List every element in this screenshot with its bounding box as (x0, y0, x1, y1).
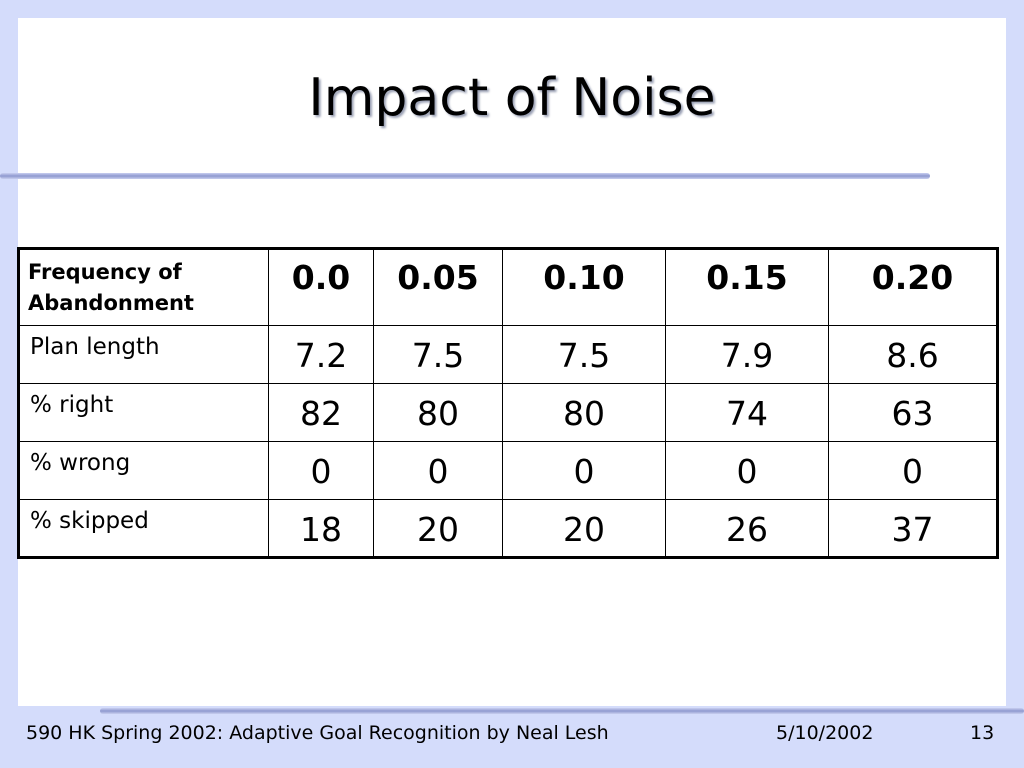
table-cell: 74 (665, 383, 829, 442)
table-row: % wrong 0 0 0 0 0 (18, 441, 998, 500)
page-number: 13 (970, 722, 995, 744)
table-cell: 0 (373, 441, 503, 500)
footer-text: 590 HK Spring 2002: Adaptive Goal Recogn… (26, 722, 609, 744)
table-cell: 80 (373, 383, 503, 442)
footer-divider (100, 708, 1024, 714)
table-cell: 7.9 (665, 325, 829, 384)
results-table: Frequency of Abandonment 0.0 0.05 0.10 0… (17, 247, 999, 559)
row-label: Plan length (18, 325, 269, 384)
table-cell: 63 (828, 383, 998, 442)
table-cell: 0 (502, 441, 666, 500)
table-cell: 0 (665, 441, 829, 500)
table-cell: 7.2 (268, 325, 374, 384)
table-row: % right 82 80 80 74 63 (18, 383, 998, 442)
table-cell: 18 (268, 499, 374, 558)
table-cell: 8.6 (828, 325, 998, 384)
slide-title: Impact of Noise (308, 68, 716, 128)
table-cell: 20 (502, 499, 666, 558)
table-row: % skipped 18 20 20 26 37 (18, 499, 998, 558)
table-cell: 0 (828, 441, 998, 500)
column-header: 0.10 (502, 248, 666, 326)
table-cell: 7.5 (373, 325, 503, 384)
column-header: 0.15 (665, 248, 829, 326)
column-header: 0.05 (373, 248, 503, 326)
table-cell: 0 (268, 441, 374, 500)
row-label: % skipped (18, 499, 269, 558)
title-divider (0, 173, 930, 179)
table-cell: 20 (373, 499, 503, 558)
table-cell: 82 (268, 383, 374, 442)
footer-date: 5/10/2002 (776, 722, 874, 744)
column-header: 0.20 (828, 248, 998, 326)
table-header-row: Frequency of Abandonment 0.0 0.05 0.10 0… (18, 248, 998, 326)
table-cell: 7.5 (502, 325, 666, 384)
table-row: Plan length 7.2 7.5 7.5 7.9 8.6 (18, 325, 998, 384)
table-cell: 37 (828, 499, 998, 558)
row-label: % right (18, 383, 269, 442)
row-label: % wrong (18, 441, 269, 500)
column-header: 0.0 (268, 248, 374, 326)
table-cell: 26 (665, 499, 829, 558)
header-label: Frequency of Abandonment (18, 248, 269, 326)
table-cell: 80 (502, 383, 666, 442)
